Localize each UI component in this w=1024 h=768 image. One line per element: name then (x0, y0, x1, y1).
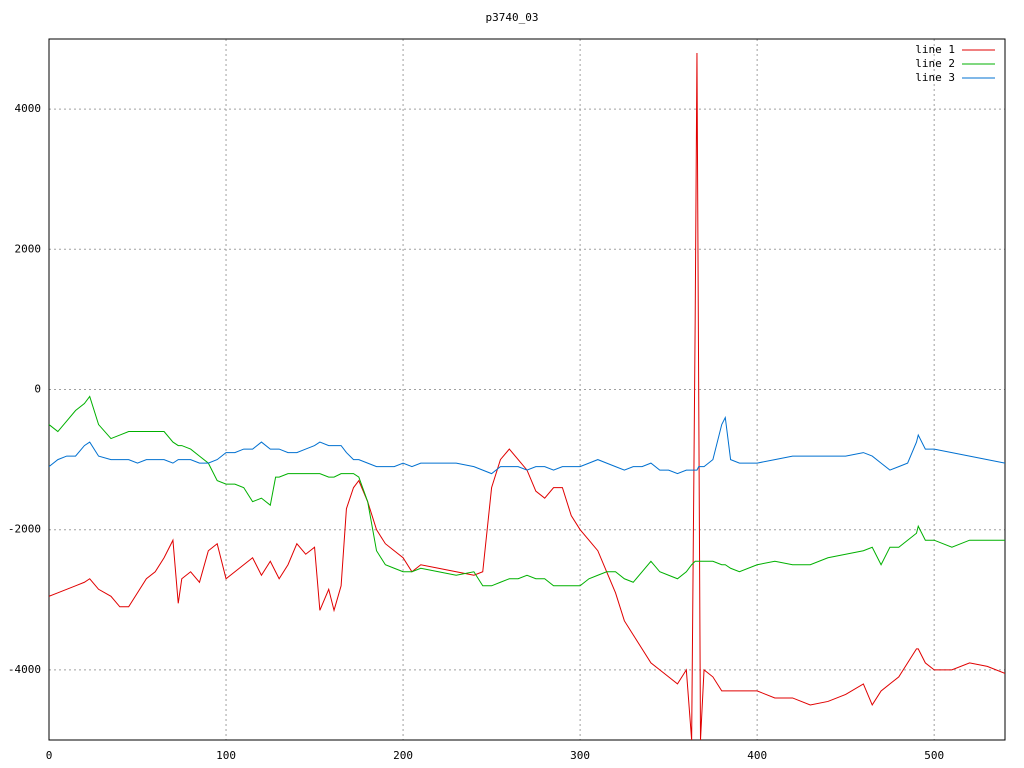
chart-title: p3740_03 (486, 11, 539, 24)
legend-label: line 2 (915, 57, 955, 70)
data-line (49, 395, 1005, 587)
legend-label: line 3 (915, 71, 955, 84)
x-tick-label: 200 (393, 749, 413, 762)
x-tick-label: 400 (747, 749, 767, 762)
y-tick-label: 0 (34, 383, 41, 396)
legend-label: line 1 (915, 43, 955, 56)
y-tick-label: -2000 (8, 523, 41, 536)
y-tick-label: 2000 (15, 242, 42, 255)
x-tick-label: 0 (46, 749, 53, 762)
x-tick-label: 300 (570, 749, 590, 762)
data-line (49, 53, 1005, 740)
data-line (49, 415, 1005, 475)
x-tick-label: 500 (924, 749, 944, 762)
y-tick-label: -4000 (8, 663, 41, 676)
x-tick-label: 100 (216, 749, 236, 762)
y-tick-label: 4000 (15, 102, 42, 115)
plot-frame (48, 38, 1006, 741)
